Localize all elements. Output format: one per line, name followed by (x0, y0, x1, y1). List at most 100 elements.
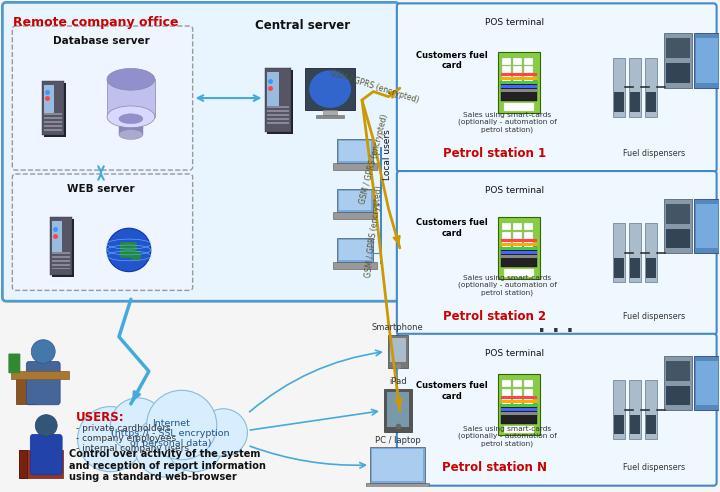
Bar (696, 38, 718, 83)
Text: GSM / GPRS (encrypted): GSM / GPRS (encrypted) (359, 113, 390, 205)
Bar (267, 72, 279, 107)
Bar (339, 240, 371, 260)
Text: Petrol station 1: Petrol station 1 (443, 148, 546, 160)
Bar (524, 66, 534, 73)
Bar (664, 199, 692, 253)
Text: Smartphone: Smartphone (372, 323, 424, 332)
Bar (630, 258, 640, 277)
Bar (333, 213, 377, 219)
Bar (646, 415, 656, 434)
Bar (513, 223, 523, 230)
Bar (501, 400, 537, 403)
Bar (646, 92, 656, 112)
Bar (17, 376, 36, 404)
Bar (52, 264, 70, 266)
Bar (19, 450, 63, 478)
Text: Sales using smart-cards
(optionally - automation of
petrol station): Sales using smart-cards (optionally - au… (458, 275, 557, 296)
Text: Customers fuel
card: Customers fuel card (415, 218, 487, 238)
Bar (44, 129, 62, 131)
Bar (337, 238, 373, 262)
Bar (629, 380, 641, 439)
Bar (666, 229, 690, 248)
Bar (630, 92, 640, 112)
Bar (505, 426, 534, 433)
Bar (105, 420, 236, 452)
Bar (524, 389, 534, 396)
Bar (501, 73, 537, 76)
Bar (501, 412, 537, 415)
Ellipse shape (119, 114, 143, 123)
FancyBboxPatch shape (131, 251, 141, 260)
Text: Control over activity of the system
and reception of report information
using a : Control over activity of the system and … (69, 449, 266, 482)
Bar (524, 75, 534, 82)
Bar (337, 189, 373, 213)
Text: POS terminal: POS terminal (485, 18, 544, 27)
Bar (503, 389, 511, 396)
Bar (513, 380, 523, 387)
FancyBboxPatch shape (30, 434, 62, 475)
Bar (501, 408, 537, 411)
Bar (630, 415, 640, 434)
Bar (503, 58, 511, 64)
Text: Database server: Database server (53, 36, 149, 46)
Bar (501, 251, 537, 254)
Bar (614, 92, 624, 112)
Bar (524, 58, 534, 64)
Bar (267, 110, 289, 112)
Bar (267, 106, 289, 108)
Text: WEB server: WEB server (67, 184, 135, 194)
Text: Sales using smart-cards
(optionally - automation of
petrol station): Sales using smart-cards (optionally - au… (458, 112, 557, 133)
Text: Customers fuel
card: Customers fuel card (415, 51, 487, 70)
Bar (524, 223, 534, 230)
Circle shape (107, 228, 150, 272)
Ellipse shape (107, 106, 155, 127)
Bar (524, 232, 534, 239)
Bar (501, 77, 537, 80)
Bar (664, 356, 692, 410)
Bar (501, 85, 537, 88)
Bar (501, 247, 537, 250)
Bar (501, 81, 537, 101)
Bar (107, 79, 155, 117)
Bar (645, 223, 657, 282)
Bar (503, 223, 511, 230)
Bar (503, 241, 511, 248)
Text: POS terminal: POS terminal (485, 186, 544, 195)
Bar (503, 66, 511, 73)
Text: - private cardholders
- company employees
- internal company users: - private cardholders - company employee… (76, 424, 189, 453)
Circle shape (31, 339, 55, 364)
Bar (52, 260, 70, 262)
Bar (666, 38, 690, 58)
Bar (629, 223, 641, 282)
Bar (52, 256, 70, 258)
Bar (12, 371, 69, 379)
FancyBboxPatch shape (12, 174, 193, 290)
Bar (387, 392, 409, 428)
Bar (666, 63, 690, 83)
Ellipse shape (107, 68, 155, 90)
Bar (44, 125, 62, 127)
Bar (267, 122, 289, 124)
FancyBboxPatch shape (27, 362, 60, 405)
Bar (513, 398, 523, 405)
Bar (696, 361, 718, 405)
Circle shape (147, 390, 217, 460)
Bar (498, 217, 540, 278)
Bar (337, 139, 373, 163)
Bar (645, 58, 657, 117)
Text: Petrol station 2: Petrol station 2 (443, 310, 546, 323)
Bar (503, 398, 511, 405)
Text: Fuel dispensers: Fuel dispensers (623, 150, 685, 158)
FancyBboxPatch shape (9, 354, 20, 373)
FancyBboxPatch shape (120, 242, 137, 258)
Circle shape (135, 416, 196, 477)
Bar (339, 191, 371, 211)
FancyBboxPatch shape (397, 3, 716, 172)
Bar (44, 85, 54, 115)
Bar (52, 252, 70, 254)
Bar (501, 255, 537, 258)
FancyBboxPatch shape (397, 334, 716, 486)
Bar (696, 204, 718, 248)
Text: USERS:: USERS: (76, 411, 125, 424)
Bar (664, 33, 692, 88)
